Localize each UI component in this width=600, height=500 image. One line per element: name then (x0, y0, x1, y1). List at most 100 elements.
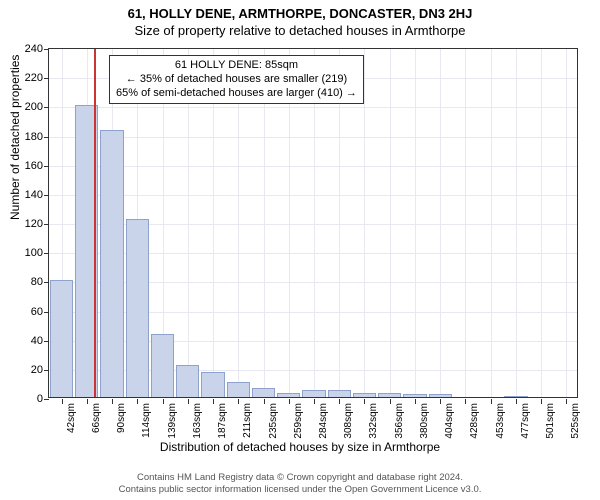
chart-title-main: 61, HOLLY DENE, ARMTHORPE, DONCASTER, DN… (0, 0, 600, 21)
xtick-label: 235sqm (268, 403, 279, 439)
chart-title-sub: Size of property relative to detached ho… (0, 21, 600, 38)
histogram-bar (100, 130, 123, 397)
xtick-label: 404sqm (444, 403, 455, 439)
gridline-horizontal (49, 166, 577, 167)
xtick-label: 284sqm (318, 403, 329, 439)
ytick-mark (44, 78, 49, 79)
ytick-label: 20 (13, 364, 43, 376)
ytick-mark (44, 107, 49, 108)
histogram-bar (353, 393, 376, 397)
gridline-vertical (440, 49, 441, 397)
xtick-mark (163, 399, 164, 404)
histogram-bar (302, 390, 325, 397)
histogram-bar (50, 280, 73, 397)
xtick-label: 453sqm (495, 403, 506, 439)
gridline-vertical (415, 49, 416, 397)
ytick-label: 200 (13, 101, 43, 113)
ytick-label: 40 (13, 335, 43, 347)
xtick-mark (289, 399, 290, 404)
histogram-bar (151, 334, 174, 397)
gridline-vertical (364, 49, 365, 397)
histogram-bar (277, 393, 300, 397)
footer-line-1: Contains HM Land Registry data © Crown c… (0, 472, 600, 484)
xtick-label: 114sqm (141, 403, 152, 438)
ytick-mark (44, 253, 49, 254)
gridline-horizontal (49, 107, 577, 108)
xtick-label: 211sqm (242, 403, 253, 438)
xtick-label: 332sqm (368, 403, 379, 439)
histogram-bar (227, 382, 250, 397)
xtick-label: 477sqm (520, 403, 531, 439)
ytick-mark (44, 282, 49, 283)
xtick-label: 90sqm (116, 403, 127, 433)
annotation-line-3: 65% of semi-detached houses are larger (… (116, 87, 357, 101)
xtick-label: 525sqm (570, 403, 581, 439)
xtick-label: 259sqm (293, 403, 304, 439)
xtick-label: 66sqm (91, 403, 102, 433)
xtick-mark (390, 399, 391, 404)
xtick-mark (440, 399, 441, 404)
xtick-mark (465, 399, 466, 404)
ytick-label: 160 (13, 160, 43, 172)
plot-region: 02040608010012014016018020022024042sqm66… (48, 48, 578, 398)
footer-line-2: Contains public sector information licen… (0, 484, 600, 496)
ytick-mark (44, 341, 49, 342)
ytick-label: 100 (13, 247, 43, 259)
gridline-vertical (465, 49, 466, 397)
xtick-mark (491, 399, 492, 404)
annotation-box: 61 HOLLY DENE: 85sqm← 35% of detached ho… (109, 55, 364, 104)
xtick-label: 356sqm (394, 403, 405, 439)
xtick-label: 139sqm (167, 403, 178, 439)
subject-property-marker (94, 49, 96, 397)
xtick-mark (137, 399, 138, 404)
histogram-bar (504, 396, 527, 397)
xtick-mark (415, 399, 416, 404)
gridline-horizontal (49, 195, 577, 196)
gridline-vertical (390, 49, 391, 397)
xtick-mark (516, 399, 517, 404)
histogram-bar (328, 390, 351, 397)
gridline-vertical (541, 49, 542, 397)
ytick-label: 0 (13, 393, 43, 405)
ytick-mark (44, 312, 49, 313)
ytick-label: 220 (13, 72, 43, 84)
xtick-mark (364, 399, 365, 404)
ytick-mark (44, 370, 49, 371)
ytick-mark (44, 224, 49, 225)
xtick-label: 308sqm (343, 403, 354, 439)
ytick-label: 180 (13, 131, 43, 143)
xtick-mark (62, 399, 63, 404)
annotation-line-2: ← 35% of detached houses are smaller (21… (116, 73, 357, 87)
xtick-mark (339, 399, 340, 404)
chart-plot-area: 02040608010012014016018020022024042sqm66… (48, 48, 578, 398)
xtick-mark (541, 399, 542, 404)
xtick-mark (87, 399, 88, 404)
xtick-mark (213, 399, 214, 404)
ytick-label: 80 (13, 276, 43, 288)
ytick-mark (44, 399, 49, 400)
xtick-mark (566, 399, 567, 404)
histogram-bar (176, 365, 199, 397)
gridline-vertical (516, 49, 517, 397)
histogram-bar (378, 393, 401, 397)
gridline-vertical (491, 49, 492, 397)
xtick-mark (188, 399, 189, 404)
histogram-bar (201, 372, 224, 397)
xtick-label: 42sqm (66, 403, 77, 433)
gridline-vertical (566, 49, 567, 397)
ytick-label: 240 (13, 43, 43, 55)
xtick-label: 163sqm (192, 403, 203, 439)
ytick-label: 60 (13, 306, 43, 318)
ytick-label: 140 (13, 189, 43, 201)
xtick-mark (238, 399, 239, 404)
gridline-horizontal (49, 137, 577, 138)
xtick-mark (314, 399, 315, 404)
ytick-mark (44, 166, 49, 167)
annotation-line-1: 61 HOLLY DENE: 85sqm (116, 59, 357, 73)
histogram-bar (429, 394, 452, 397)
xtick-label: 187sqm (217, 403, 228, 439)
histogram-bar (252, 388, 275, 397)
histogram-bar (403, 394, 426, 397)
ytick-mark (44, 49, 49, 50)
xtick-label: 428sqm (469, 403, 480, 439)
